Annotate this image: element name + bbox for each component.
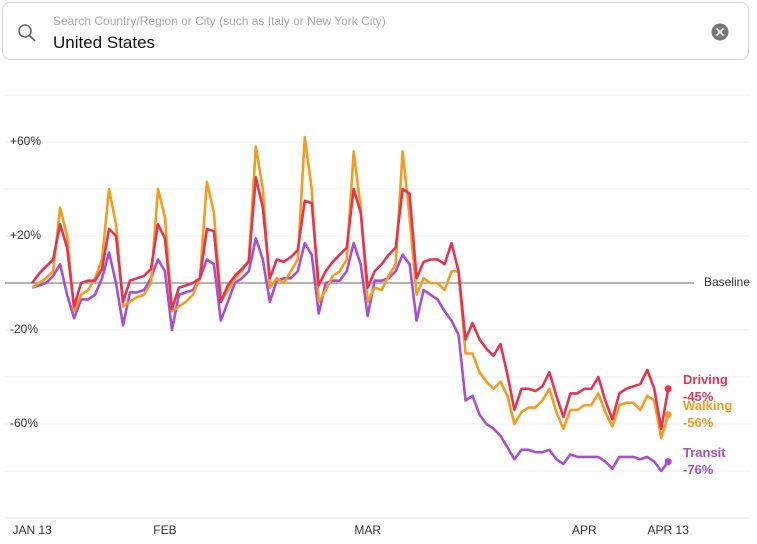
x-tick-label: MAR xyxy=(354,523,381,537)
y-tick-label: -60% xyxy=(10,416,38,430)
series-line xyxy=(31,175,670,430)
search-placeholder: Search Country/Region or City (such as I… xyxy=(53,14,386,28)
baseline-label: Baseline xyxy=(704,275,750,289)
search-query[interactable]: United States xyxy=(53,33,156,52)
x-tick-label: APR 13 xyxy=(648,523,690,537)
series-line xyxy=(31,136,670,440)
series-value-label: -56% xyxy=(683,415,714,430)
x-tick-label: JAN 13 xyxy=(12,523,52,537)
series-value-label: -45% xyxy=(683,389,714,404)
series-name: Walking xyxy=(683,398,732,413)
series-line xyxy=(31,237,670,473)
end-dot xyxy=(664,458,672,466)
clear-button[interactable] xyxy=(711,23,729,41)
x-tick-label: APR xyxy=(572,523,597,537)
y-tick-label: -20% xyxy=(10,322,38,336)
series-name: Transit xyxy=(683,445,726,460)
search-box[interactable]: Search Country/Region or City (such as I… xyxy=(2,2,749,60)
series-value-label: -76% xyxy=(683,462,714,477)
series-name: Driving xyxy=(683,372,728,387)
x-tick-label: FEB xyxy=(153,523,176,537)
y-tick-label: +20% xyxy=(10,228,41,242)
end-dot xyxy=(664,385,672,393)
y-tick-label: +60% xyxy=(10,134,41,148)
search-icon xyxy=(18,24,36,42)
end-dot xyxy=(664,411,672,419)
